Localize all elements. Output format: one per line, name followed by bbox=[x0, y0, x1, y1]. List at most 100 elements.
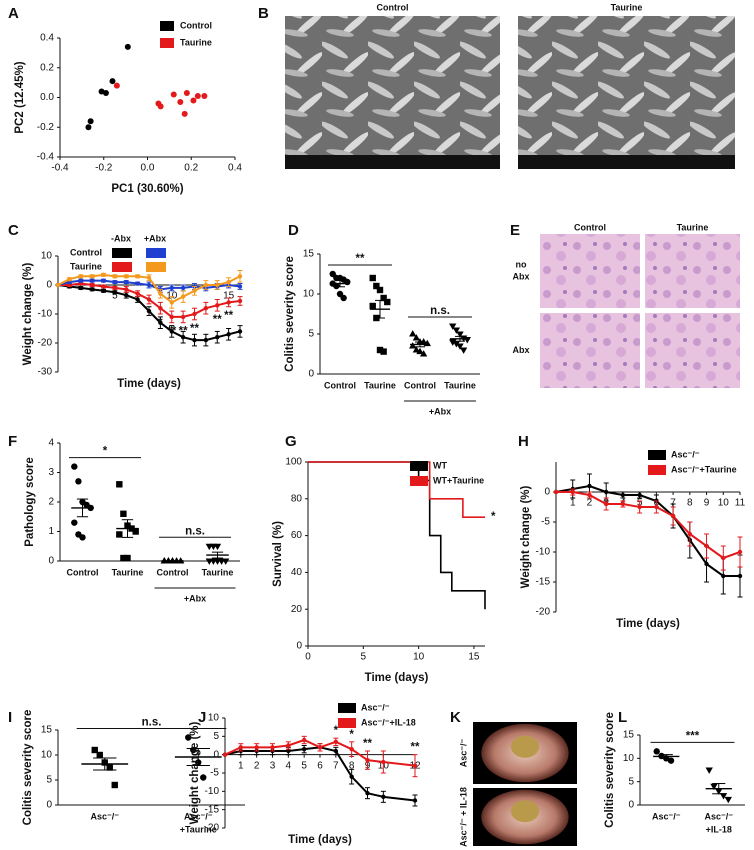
panel-letter: F bbox=[8, 433, 17, 450]
series-line bbox=[556, 491, 741, 560]
panel-letter: A bbox=[8, 5, 19, 22]
point bbox=[365, 757, 370, 763]
point bbox=[169, 285, 174, 291]
point bbox=[419, 350, 428, 357]
y-tick-label: -10 bbox=[536, 547, 551, 558]
point bbox=[181, 110, 188, 117]
point bbox=[192, 311, 197, 317]
point bbox=[620, 501, 626, 507]
x-tick-label: 2 bbox=[254, 760, 260, 771]
legend-label: Taurine bbox=[180, 37, 212, 47]
point bbox=[146, 282, 152, 288]
point bbox=[215, 335, 220, 340]
point bbox=[416, 347, 424, 355]
point bbox=[124, 287, 129, 292]
x-axis-label: Time (days) bbox=[616, 618, 680, 630]
x-axis-label: Time (days) bbox=[288, 834, 352, 846]
image-title: Control bbox=[574, 222, 606, 232]
point bbox=[570, 489, 575, 495]
y-tick-label: 60 bbox=[291, 530, 303, 541]
y-tick-label: 5 bbox=[46, 775, 52, 786]
y-tick-label: 0 bbox=[213, 749, 219, 760]
point bbox=[412, 798, 418, 803]
y-tick-label: 10 bbox=[41, 750, 53, 761]
y-tick-label: -0.2 bbox=[37, 122, 55, 133]
point bbox=[237, 274, 243, 279]
y-tick-label: -5 bbox=[210, 768, 219, 779]
point bbox=[78, 285, 83, 291]
category-label: +Taurine bbox=[180, 824, 217, 834]
point bbox=[721, 555, 726, 561]
point bbox=[124, 274, 129, 279]
point bbox=[710, 783, 718, 791]
point bbox=[89, 278, 95, 283]
y-tick-label: -15 bbox=[205, 804, 220, 815]
point bbox=[376, 286, 384, 294]
point bbox=[412, 334, 421, 341]
micrograph bbox=[285, 16, 500, 169]
x-tick-label: 15 bbox=[468, 652, 480, 663]
point bbox=[704, 543, 709, 549]
y-axis-label: Survival (%) bbox=[272, 521, 284, 587]
y-tick-label: 20 bbox=[291, 604, 303, 615]
legend-row: Control bbox=[70, 247, 102, 257]
y-axis-label: Pathology score bbox=[24, 457, 36, 546]
point bbox=[301, 746, 307, 752]
category-label: Asc⁻/⁻ bbox=[90, 811, 119, 821]
legend-swatch bbox=[338, 718, 356, 728]
point bbox=[365, 790, 370, 796]
point bbox=[124, 43, 131, 50]
point bbox=[158, 320, 163, 325]
row-label: no bbox=[516, 259, 527, 269]
x-axis-label: Time (days) bbox=[365, 672, 429, 684]
micrograph bbox=[518, 16, 735, 169]
point bbox=[170, 91, 177, 98]
point bbox=[226, 300, 231, 305]
point bbox=[78, 278, 83, 283]
panel-letter: C bbox=[8, 222, 19, 239]
point bbox=[721, 573, 726, 579]
x-tick-label: -0.4 bbox=[51, 163, 69, 174]
point bbox=[111, 781, 118, 789]
point bbox=[587, 492, 592, 498]
point bbox=[667, 757, 675, 764]
point bbox=[146, 308, 152, 314]
y-tick-label: -20 bbox=[205, 823, 220, 834]
category-label: Asc⁻/⁻ bbox=[184, 811, 213, 821]
point bbox=[192, 288, 197, 293]
comparison-label: *** bbox=[686, 730, 700, 742]
series-line bbox=[555, 484, 740, 577]
point bbox=[452, 327, 461, 334]
x-axis-label: PC1 (30.60%) bbox=[111, 183, 183, 195]
significance: ** bbox=[167, 326, 176, 338]
y-tick-label: 2 bbox=[48, 497, 54, 508]
point bbox=[270, 745, 275, 750]
panel-letter: E bbox=[510, 222, 520, 239]
significance: ** bbox=[179, 326, 188, 338]
point bbox=[124, 279, 129, 285]
legend-row: Taurine bbox=[70, 261, 102, 271]
y-tick-label: 10 bbox=[623, 753, 635, 764]
y-axis-label: PC2 (12.45%) bbox=[14, 61, 26, 133]
y-tick-label: 0 bbox=[296, 641, 302, 652]
point bbox=[146, 297, 152, 302]
point bbox=[132, 528, 139, 535]
point bbox=[705, 767, 713, 774]
legend-column: +Abx bbox=[144, 233, 166, 243]
image-title: Taurine bbox=[677, 222, 709, 232]
y-tick-label: 40 bbox=[291, 567, 303, 578]
point bbox=[301, 737, 307, 743]
y-tick-label: 0 bbox=[46, 280, 52, 291]
y-axis-label: Weight change (%) bbox=[520, 486, 532, 589]
image-title: Taurine bbox=[611, 2, 643, 12]
histology-image bbox=[645, 313, 740, 388]
y-tick-label: -30 bbox=[38, 367, 53, 378]
point bbox=[254, 745, 259, 750]
point bbox=[112, 279, 118, 285]
y-tick-label: 15 bbox=[303, 249, 315, 260]
x-tick-label: 5 bbox=[112, 291, 118, 302]
point bbox=[587, 483, 592, 489]
point bbox=[135, 274, 140, 279]
point bbox=[380, 348, 387, 355]
point bbox=[222, 752, 228, 757]
